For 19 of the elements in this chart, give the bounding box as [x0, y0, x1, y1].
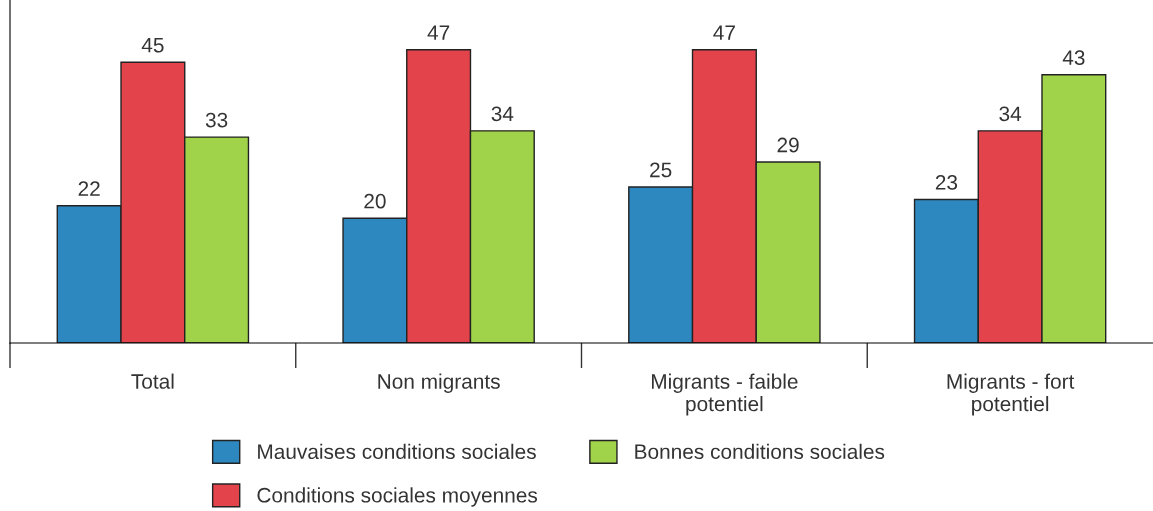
- data-label: 22: [78, 181, 100, 196]
- data-label: 23: [935, 175, 958, 190]
- legend-label: Bonnes conditions sociales: [635, 443, 885, 460]
- data-label: 34: [999, 106, 1022, 122]
- data-label: 34: [491, 106, 514, 122]
- data-label: 20: [364, 193, 386, 209]
- data-label: 47: [427, 25, 450, 40]
- legend-label: Conditions sociales moyennes: [257, 487, 538, 507]
- x-tick-label: Total: [131, 373, 174, 389]
- data-label: 25: [650, 162, 672, 178]
- data-label: 29: [777, 137, 799, 153]
- data-label: 45: [141, 38, 164, 53]
- data-label: 33: [205, 112, 228, 128]
- data-label: 43: [1062, 50, 1085, 66]
- data-label: 47: [713, 25, 735, 40]
- x-tick-label: Migrants - fort potentiel: [947, 373, 1075, 416]
- x-tick-label: Non migrants: [378, 373, 500, 393]
- x-tick-label: Migrants - faible potentiel: [651, 373, 798, 416]
- legend-label: Mauvaises conditions sociales: [258, 443, 536, 460]
